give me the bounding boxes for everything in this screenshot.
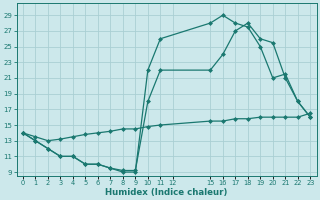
X-axis label: Humidex (Indice chaleur): Humidex (Indice chaleur): [105, 188, 228, 197]
